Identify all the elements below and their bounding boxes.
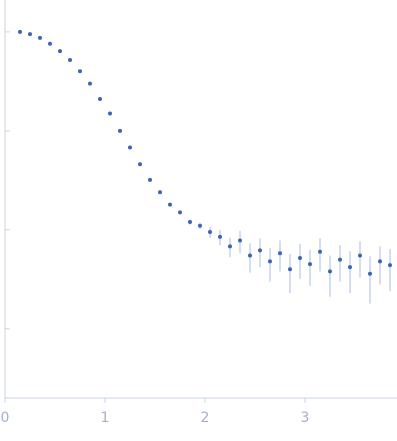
point xyxy=(118,128,122,133)
point xyxy=(88,81,92,86)
point xyxy=(198,223,202,228)
x-tick-label: 1 xyxy=(101,410,110,426)
point xyxy=(348,265,352,270)
point xyxy=(108,111,112,116)
point xyxy=(328,269,332,274)
point xyxy=(58,49,62,54)
point xyxy=(228,244,232,249)
point xyxy=(98,96,102,101)
point xyxy=(278,251,282,256)
point xyxy=(308,262,312,267)
point xyxy=(388,263,392,268)
point xyxy=(288,267,292,272)
point xyxy=(368,271,372,276)
point xyxy=(18,29,22,34)
point xyxy=(298,255,302,260)
point xyxy=(208,230,212,235)
point xyxy=(168,202,172,207)
point xyxy=(258,248,262,253)
point xyxy=(38,35,42,40)
point xyxy=(28,32,32,37)
point xyxy=(338,257,342,262)
x-tick-label: 3 xyxy=(301,410,310,426)
point xyxy=(128,145,132,150)
point xyxy=(358,253,362,258)
point xyxy=(78,69,82,74)
point xyxy=(248,253,252,258)
point xyxy=(138,162,142,167)
point xyxy=(188,220,192,225)
point xyxy=(378,259,382,264)
point xyxy=(178,210,182,215)
point xyxy=(238,238,242,243)
x-tick-label: 0 xyxy=(1,410,10,426)
x-tick-label: 2 xyxy=(201,410,210,426)
point xyxy=(218,234,222,239)
point xyxy=(68,58,72,63)
point xyxy=(268,259,272,264)
point xyxy=(318,249,322,254)
point xyxy=(158,190,162,195)
point xyxy=(148,177,152,182)
point xyxy=(48,41,52,46)
